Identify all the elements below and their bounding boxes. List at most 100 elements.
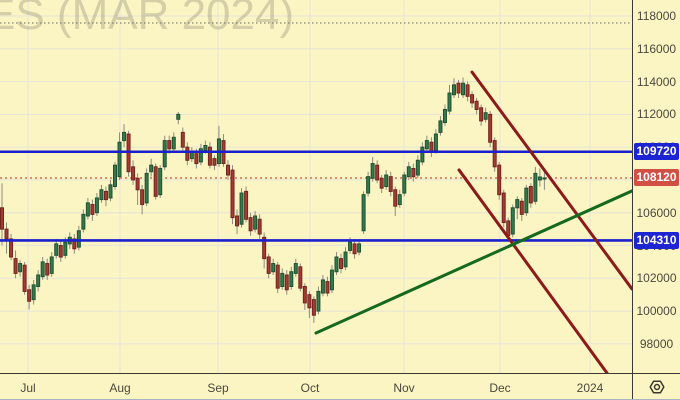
candle-down [103,190,108,201]
candle-up [31,284,36,301]
candle-up [433,133,438,151]
candle-up [348,241,353,251]
candle-down [262,236,267,260]
time-tick-label: Aug [109,381,131,395]
candle-up [316,290,321,312]
price-tag-109720: 109720 [634,143,679,161]
candle-down [230,169,235,219]
candle-down [167,140,172,150]
candle-up [320,279,325,294]
candle-down [488,113,493,143]
candle-down [492,140,497,168]
time-tick-label: Oct [300,381,320,395]
candle-up [36,274,41,287]
candle-up [81,213,86,230]
candle-down [9,238,14,258]
candle-down [131,166,136,181]
candle-up [271,263,276,273]
candle-up [198,148,203,163]
candle-up [94,197,99,214]
candle-down [479,107,484,122]
candle-down [248,217,253,232]
candle-down [235,215,240,227]
candle-up [366,176,371,194]
candle-down [388,176,393,192]
candle-up [122,131,127,142]
axis-settings-corner[interactable] [632,373,680,400]
price-axis[interactable]: 1180001160001140001120001100001080001060… [632,0,680,373]
candle-up [171,136,176,150]
chart-pane[interactable]: ES (MAR 2024) [0,0,632,373]
price-tick-label: 102000 [636,271,677,286]
time-tick-label: Dec [489,381,511,395]
candlestick-chart [0,0,632,373]
candle-down [58,245,63,258]
candle-up [239,192,244,225]
candle-up [40,261,45,278]
candle-down [497,164,502,196]
candle-up [293,263,298,274]
candle-down [194,153,199,165]
candle-down [244,190,249,220]
candle-down [379,177,384,189]
price-tick-label: 114000 [636,74,677,89]
candle-up [49,256,54,274]
candle-up [424,140,429,150]
candle-down [22,264,27,292]
candle-down [4,228,9,240]
candle-up [117,141,122,178]
candle-up [203,145,208,151]
candle-down [302,285,307,304]
candle-down [311,299,316,316]
time-tick-label: Nov [393,381,415,395]
candle-up [334,256,339,273]
candle-down [501,192,506,224]
candle-up [343,251,348,268]
candle-up [149,164,154,173]
candle-down [13,258,18,274]
price-tick-label: 112000 [636,107,677,122]
candle-up [533,172,538,202]
candle-down [411,167,416,178]
candle-down [375,164,380,181]
down-channel-lower-line[interactable] [457,168,609,373]
candle-down [284,274,289,291]
candle-down [90,204,95,215]
candle-up [415,159,420,176]
candle-down [226,164,230,176]
rising-support-line[interactable] [314,189,632,335]
candle-down [325,281,330,294]
candle-up [524,187,529,214]
candle-up [510,207,515,235]
candle-down [27,289,32,302]
candle-down [519,200,524,215]
candle-up [329,269,334,291]
candle-up [357,243,362,253]
candle-up [108,184,113,199]
candle-down [185,146,190,161]
price-tick-label: 118000 [636,9,677,23]
time-tick-label: Jul [20,381,36,395]
down-channel-upper-line[interactable] [470,70,632,291]
candle-down [339,258,343,269]
candle-up [483,112,488,120]
candle-down [140,189,145,206]
candle-down [153,166,158,197]
candle-down [307,294,312,309]
candle-up [397,194,402,206]
candle-up [189,151,194,160]
candle-up [162,140,167,168]
price-tick-label: 98000 [639,336,674,351]
candle-down [298,266,303,289]
candle-up [452,84,456,96]
time-axis[interactable]: Jul Aug Sep Oct Nov Dec 2024 [0,373,632,400]
candle-down [72,238,77,250]
candle-up [542,177,547,180]
candle-down [465,84,470,97]
candle-down [456,82,461,94]
gear-icon[interactable] [648,378,666,396]
candle-up [370,163,375,179]
candle-up [406,166,411,178]
candle-up [176,113,181,120]
